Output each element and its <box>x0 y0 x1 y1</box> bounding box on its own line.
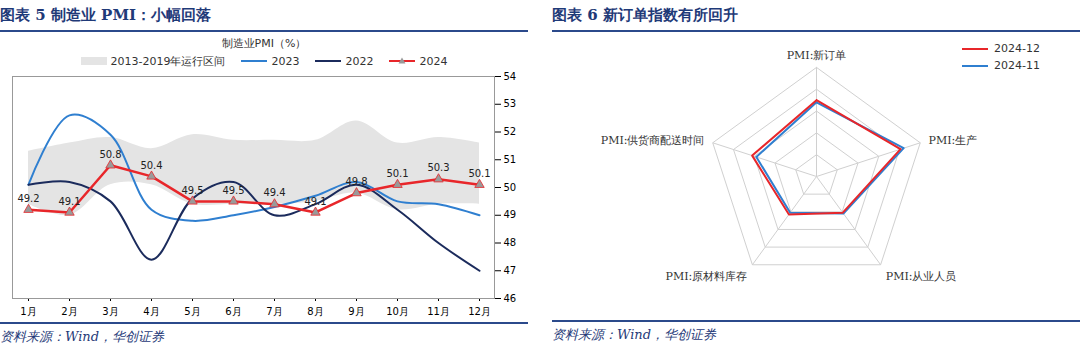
svg-text:12月: 12月 <box>468 306 491 317</box>
svg-text:49: 49 <box>504 209 517 220</box>
svg-text:50.3: 50.3 <box>427 162 449 173</box>
svg-text:1月: 1月 <box>20 306 36 317</box>
svg-text:PMI:原材料库存: PMI:原材料库存 <box>666 270 748 283</box>
html-text:2013-2019年运行区间: 2013-2019年运行区间 <box>110 54 226 68</box>
html-text:2024-11: 2024-11 <box>994 59 1040 72</box>
svg-text:49.1: 49.1 <box>304 196 326 207</box>
svg-text:49.5: 49.5 <box>222 185 244 196</box>
svg-text:10月: 10月 <box>386 306 409 317</box>
svg-text:8月: 8月 <box>307 306 323 317</box>
svg-text:PMI:从业人员: PMI:从业人员 <box>886 270 957 283</box>
html-text:2024: 2024 <box>419 54 448 68</box>
svg-text:50.4: 50.4 <box>140 160 162 171</box>
svg-text:PMI:生产: PMI:生产 <box>929 134 978 147</box>
html-text:2022: 2022 <box>345 54 374 68</box>
html-text:资料来源：Wind，华创证券: 资料来源：Wind，华创证券 <box>552 327 716 342</box>
svg-text:5月: 5月 <box>184 306 200 317</box>
svg-text:3月: 3月 <box>102 306 118 317</box>
svg-text:7月: 7月 <box>266 306 282 317</box>
svg-text:51: 51 <box>504 154 517 165</box>
html-text:资料来源：Wind，华创证券: 资料来源：Wind，华创证券 <box>0 329 164 344</box>
svg-text:49.1: 49.1 <box>58 196 80 207</box>
svg-text:50.1: 50.1 <box>386 168 408 179</box>
svg-text:4月: 4月 <box>143 306 159 317</box>
html-text:图表 6 新订单指数有所回升: 图表 6 新订单指数有所回升 <box>552 6 738 24</box>
svg-text:49.8: 49.8 <box>345 176 367 187</box>
svg-text:49.4: 49.4 <box>263 187 285 198</box>
html-text:图表 5 制造业 PMI：小幅回落: 图表 5 制造业 PMI：小幅回落 <box>0 6 211 24</box>
html-text:制造业PMI（%）: 制造业PMI（%） <box>221 37 307 50</box>
svg-text:49.5: 49.5 <box>181 185 203 196</box>
svg-text:6月: 6月 <box>225 306 241 317</box>
html-text:2023: 2023 <box>271 54 300 68</box>
html-text:2024-12: 2024-12 <box>994 42 1040 55</box>
svg-text:PMI:新订单: PMI:新订单 <box>787 49 847 62</box>
svg-text:50.1: 50.1 <box>468 168 490 179</box>
svg-text:50.8: 50.8 <box>99 149 121 160</box>
svg-text:47: 47 <box>504 265 517 276</box>
svg-text:46: 46 <box>504 293 517 304</box>
svg-text:52: 52 <box>504 126 517 137</box>
svg-text:54: 54 <box>504 71 517 82</box>
svg-text:11月: 11月 <box>427 306 450 317</box>
svg-text:2月: 2月 <box>61 306 77 317</box>
svg-text:9月: 9月 <box>348 306 364 317</box>
svg-text:48: 48 <box>504 237 517 248</box>
svg-text:53: 53 <box>504 98 517 109</box>
svg-text:50: 50 <box>504 182 517 193</box>
svg-text:49.2: 49.2 <box>17 193 39 204</box>
svg-text:PMI:供货商配送时间: PMI:供货商配送时间 <box>601 134 705 147</box>
